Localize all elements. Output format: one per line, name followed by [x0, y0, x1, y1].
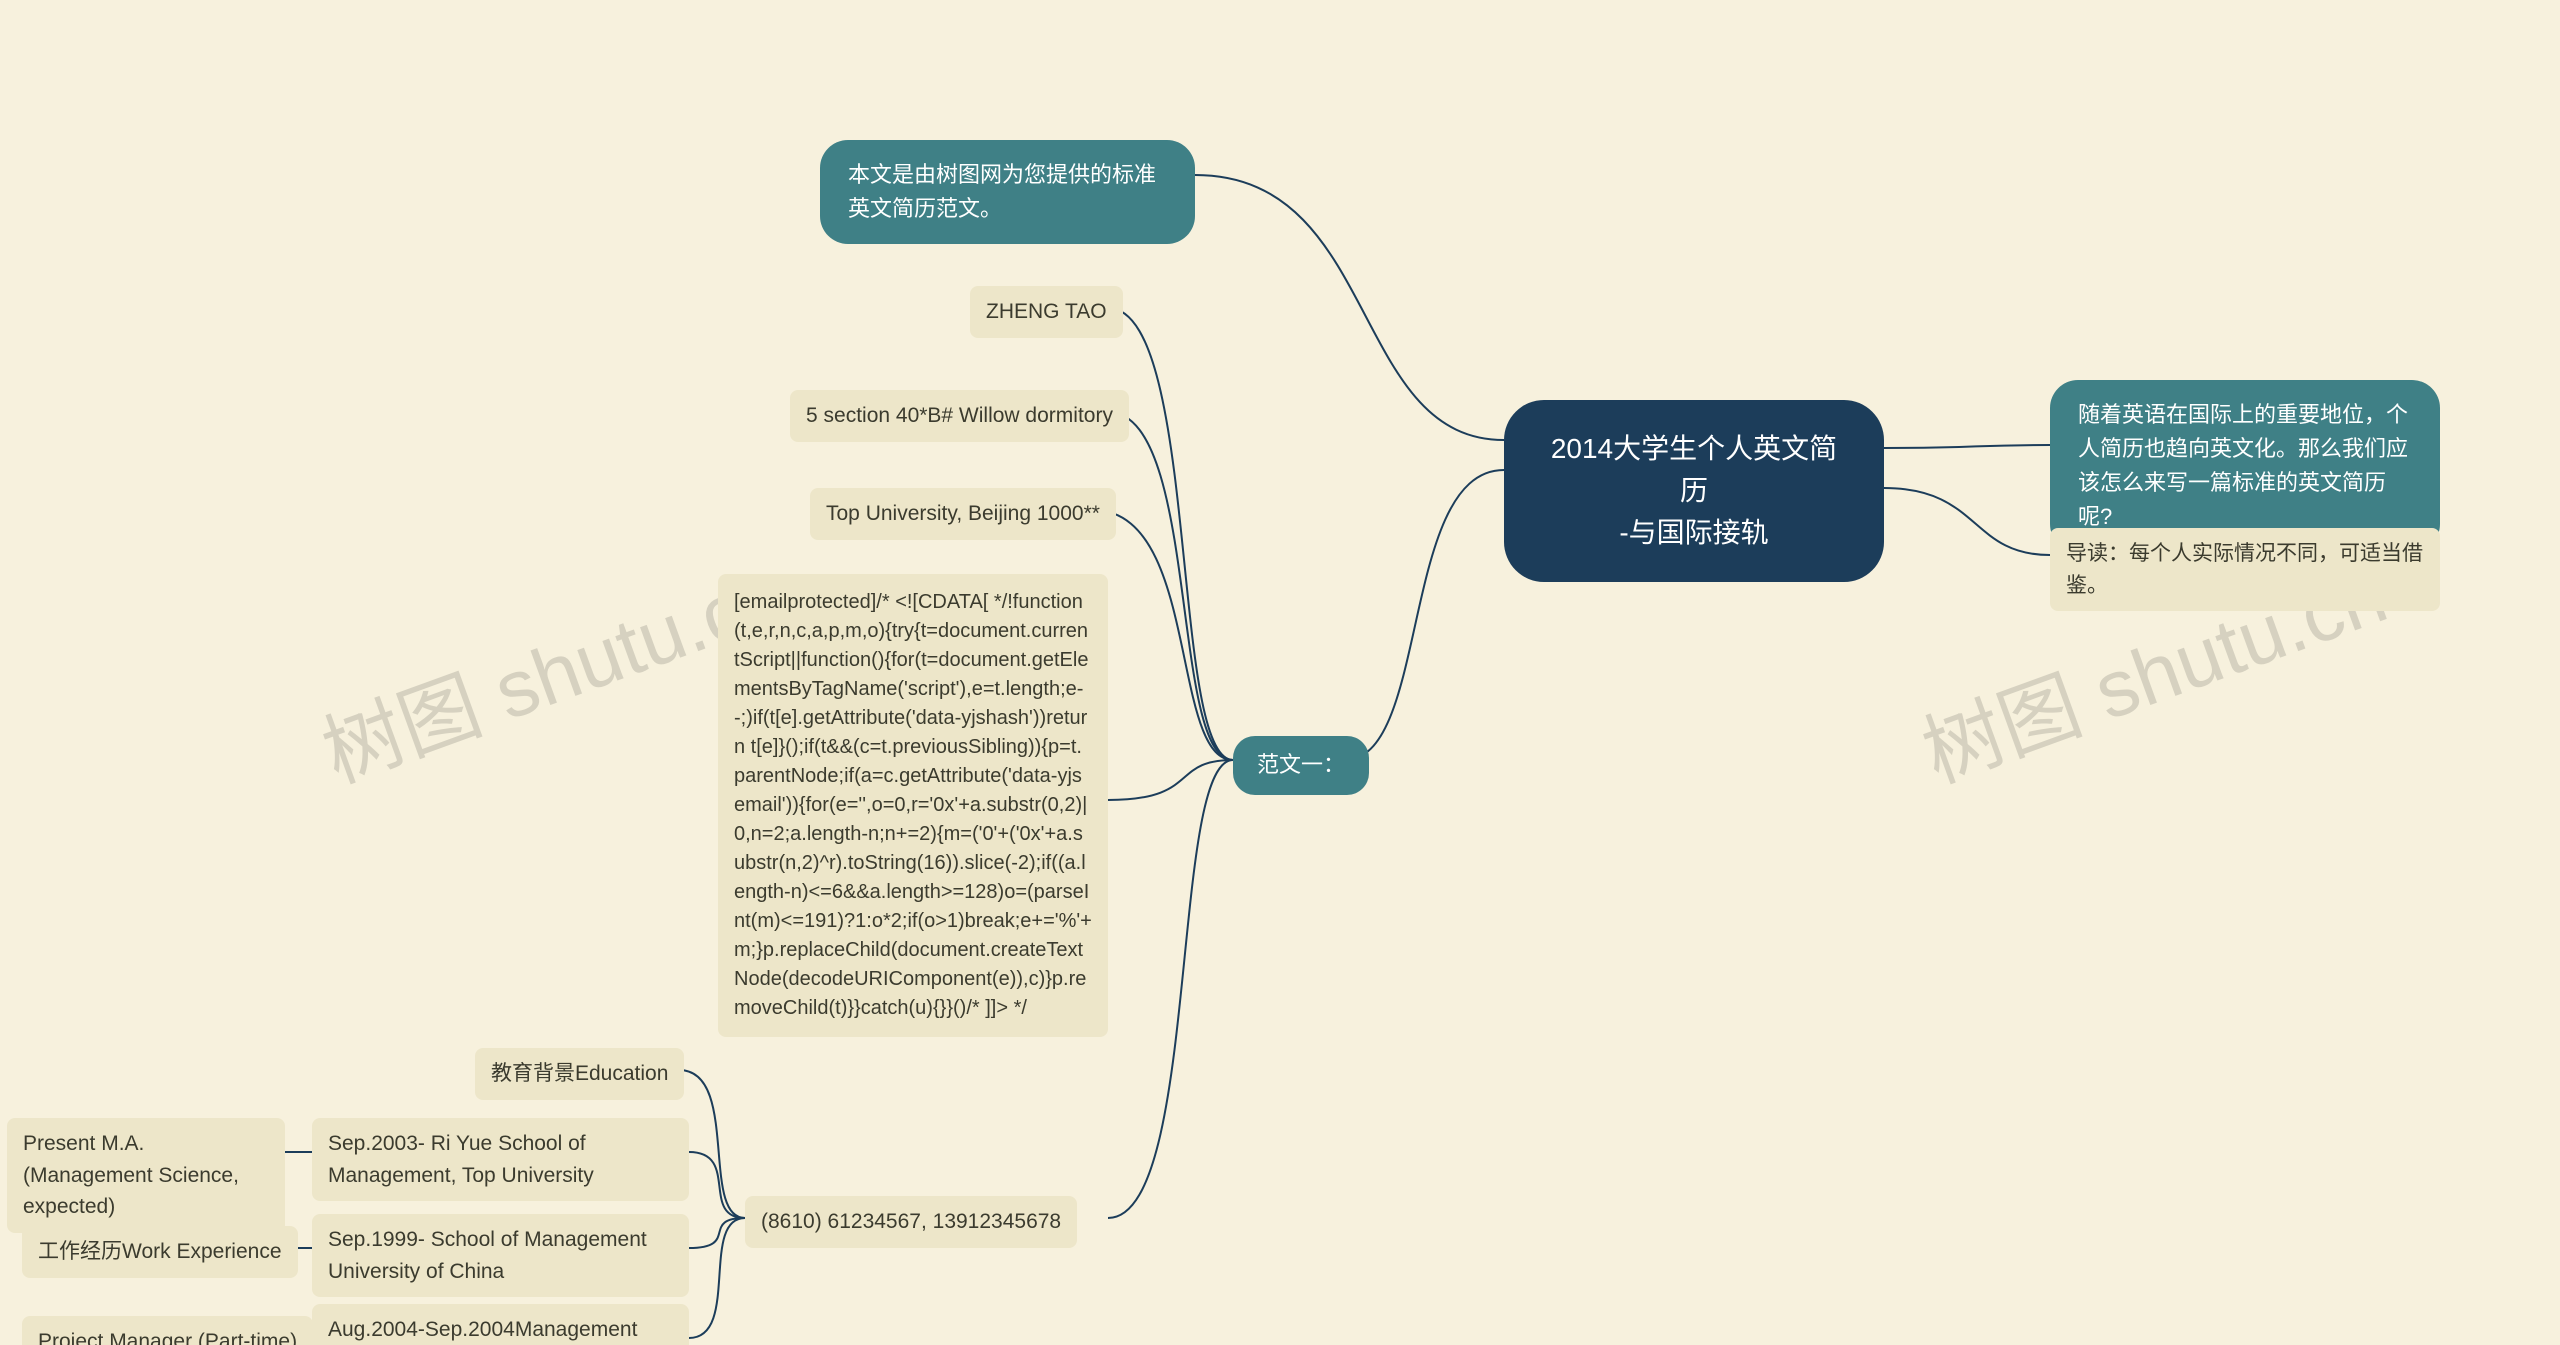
leaf-edu2a[interactable]: Sep.1999- School of Management Universit… — [312, 1214, 689, 1297]
right-child-leaf[interactable]: 导读：每个人实际情况不同，可适当借鉴。 — [2050, 528, 2440, 611]
leaf-phone-text: (8610) 61234567, 13912345678 — [761, 1210, 1061, 1233]
leaf-edu1a-text: Sep.2003- Ri Yue School of Management, T… — [328, 1132, 594, 1187]
leaf-edu2b-text: 工作经历Work Experience — [38, 1240, 282, 1263]
leaf-edu3a[interactable]: Aug.2004-Sep.2004Management Case Center … — [312, 1304, 689, 1345]
leaf-code-text: [emailprotected]/* <![CDATA[ */!function… — [734, 591, 1092, 1019]
leaf-edu3b-text: Project Manager (Part-time) — [38, 1330, 297, 1345]
leaf-edu1b[interactable]: Present M.A. (Management Science, expect… — [7, 1118, 285, 1233]
leaf-edu-heading-text: 教育背景Education — [491, 1062, 668, 1085]
leaf-addr1[interactable]: 5 section 40*B# Willow dormitory — [790, 390, 1129, 442]
leaf-edu3a-text: Aug.2004-Sep.2004Management Case Center … — [328, 1318, 637, 1345]
leaf-name[interactable]: ZHENG TAO — [970, 286, 1123, 338]
leaf-name-text: ZHENG TAO — [986, 300, 1107, 323]
root-node[interactable]: 2014大学生个人英文简历 -与国际接轨 — [1504, 400, 1884, 582]
right-child-leaf-text: 导读：每个人实际情况不同，可适当借鉴。 — [2066, 542, 2423, 597]
left-intro[interactable]: 本文是由树图网为您提供的标准英文简历范文。 — [820, 140, 1195, 244]
leaf-edu-heading[interactable]: 教育背景Education — [475, 1048, 684, 1100]
root-line2: -与国际接轨 — [1619, 517, 1768, 548]
leaf-code[interactable]: [emailprotected]/* <![CDATA[ */!function… — [718, 574, 1108, 1037]
leaf-addr2[interactable]: Top University, Beijing 1000** — [810, 488, 1116, 540]
root-line1: 2014大学生个人英文简历 — [1551, 433, 1837, 506]
leaf-edu1a[interactable]: Sep.2003- Ri Yue School of Management, T… — [312, 1118, 689, 1201]
right-child-teal-text: 随着英语在国际上的重要地位，个人简历也趋向英文化。那么我们应该怎么来写一篇标准的… — [2078, 402, 2408, 529]
leaf-edu2b[interactable]: 工作经历Work Experience — [22, 1226, 298, 1278]
leaf-edu2a-text: Sep.1999- School of Management Universit… — [328, 1228, 647, 1283]
right-child-teal[interactable]: 随着英语在国际上的重要地位，个人简历也趋向英文化。那么我们应该怎么来写一篇标准的… — [2050, 380, 2440, 552]
leaf-addr1-text: 5 section 40*B# Willow dormitory — [806, 404, 1113, 427]
leaf-edu1b-text: Present M.A. (Management Science, expect… — [23, 1132, 239, 1218]
leaf-phone[interactable]: (8610) 61234567, 13912345678 — [745, 1196, 1077, 1248]
example-label-text: 范文一： — [1257, 752, 1345, 777]
example-label[interactable]: 范文一： — [1233, 736, 1369, 795]
leaf-addr2-text: Top University, Beijing 1000** — [826, 502, 1100, 525]
leaf-edu3b[interactable]: Project Manager (Part-time) — [22, 1316, 313, 1345]
left-intro-text: 本文是由树图网为您提供的标准英文简历范文。 — [848, 162, 1156, 221]
mindmap-canvas: 树图 shutu.cn 树图 shutu.cn — [0, 0, 2560, 1345]
